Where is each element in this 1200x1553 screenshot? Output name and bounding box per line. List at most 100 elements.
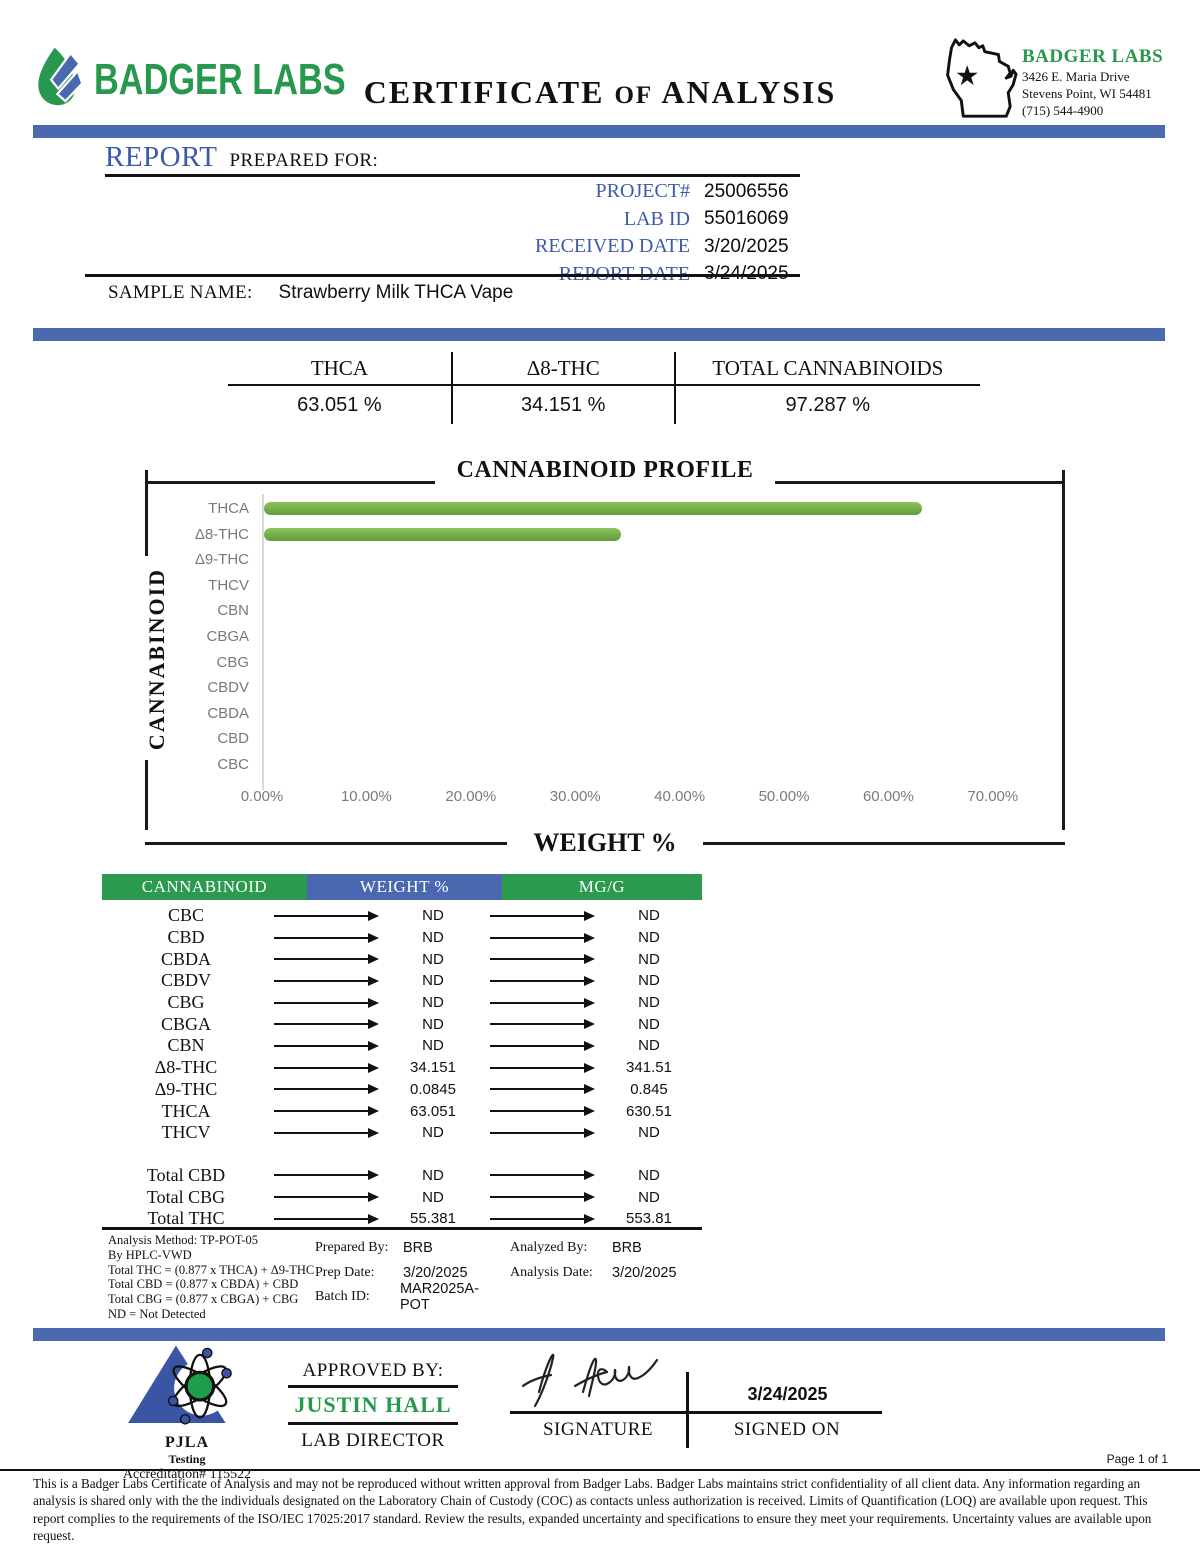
row-analyte-name: CBN [167,1035,205,1056]
row-mgg-value: 630.51 [626,1102,672,1120]
note-label: Analysis Date: [510,1264,593,1280]
approved-by-label: APPROVED BY: [302,1360,444,1381]
summary-column: THCA 63.051 % [228,352,451,424]
chart-category-label: Δ8-THC [194,525,249,543]
arrow-right-icon [490,1019,595,1030]
lab-address-card: BADGER LABS 3426 E. Maria Drive Stevens … [1022,46,1182,119]
row-weight-value: ND [422,950,444,968]
report-meta-row: REPORT DATE 3/24/2025 [105,261,875,289]
footer-rule [0,1469,1200,1471]
chart-x-tick: 30.00% [549,788,601,805]
chart-x-tick: 0.00% [240,788,284,805]
chart-bar [264,502,923,515]
row-mgg-value: ND [638,994,660,1012]
note-value: BRB [403,1240,433,1257]
signature-image [521,1353,659,1408]
method-note-line: By HPLC-VWD [108,1247,192,1262]
chart-category-label: CBGA [206,628,249,645]
table-row: Total THC 55.381 553.81 [102,1208,702,1230]
cannabinoid-totals: Total CBD ND ND Total CBG ND ND Total THC 55.38… [102,1165,702,1230]
note-pair: Analysis Date: 3/20/2025 [510,1261,720,1286]
page-number: Page 1 of 1 [1106,1452,1168,1466]
chart-category-label: CBG [216,653,249,671]
divider-bar-top [33,125,1165,138]
arrow-right-icon [274,997,379,1008]
analyzed-by-block: Analyzed By: BRB Analysis Date: 3/20/2025 [510,1236,720,1285]
approver-name: JUSTIN HALL [294,1392,452,1417]
arrow-right-icon [274,1192,379,1203]
star-icon: ★ [955,61,980,91]
row-analyte-name: CBD [167,927,205,948]
header-weight: WEIGHT % [307,874,502,900]
arrow-right-icon [274,1040,379,1051]
analysis-method-notes: Analysis Method: TP-POT-05 By HPLC-VWD Tot… [108,1233,338,1322]
note-value: 3/20/2025 [612,1264,677,1281]
summary-analyte-label: Δ8-THC [452,352,674,386]
method-note-line: Total CBD = (0.877 x CBDA) + CBD [108,1277,299,1292]
summary-analyte-value: 34.151 % [520,394,606,416]
badger-labs-logo [33,46,87,115]
arrow-right-icon [274,910,379,921]
note-pair: Prepared By: BRB [315,1236,505,1261]
table-row: CBGA ND ND [102,1013,702,1035]
method-note-line: Total THC = (0.877 x THCA) + Δ9-THC [108,1262,315,1277]
chart-category-label: THCV [208,576,249,594]
arrow-right-icon [274,954,379,965]
arrow-right-icon [490,1040,595,1051]
note-label: Prep Date: [315,1264,375,1280]
row-mgg-value: ND [638,1037,660,1055]
cannabinoid-table: CANNABINOID WEIGHT % MG/G CBC ND ND CBD ND ND… [102,874,702,1230]
note-label: Batch ID: [315,1289,370,1305]
method-note-line: ND = Not Detected [108,1306,206,1321]
signature-rule [510,1411,882,1414]
arrow-right-icon [490,1062,595,1073]
report-meta-label: RECEIVED DATE [535,235,690,258]
table-row: THCV ND ND [102,1122,702,1144]
arrow-right-icon [490,975,595,986]
arrow-right-icon [274,1106,379,1117]
row-analyte-name: Δ9-THC [154,1078,218,1099]
row-weight-value: ND [422,1124,444,1142]
summary-analyte-value: 63.051 % [297,394,382,416]
chart-bar [264,527,621,541]
divider-bar-middle [33,328,1165,341]
header-cannabinoid: CANNABINOID [102,874,307,900]
table-row: Δ9-THC 0.0845 0.845 [102,1079,702,1101]
row-weight-value: 55.381 [410,1210,456,1228]
chart-title: CANNABINOID PROFILE [456,457,754,483]
chart-category-label: CBD [217,730,249,748]
chart-x-axis-label: WEIGHT % [533,828,677,857]
table-row: CBD ND ND [102,927,702,949]
signed-on-label: SIGNED ON [733,1419,841,1440]
note-label: Analyzed By: [510,1240,588,1256]
row-mgg-value: ND [638,907,660,925]
chart-x-tick: 20.00% [445,788,497,805]
row-mgg-value: ND [638,1124,660,1142]
arrow-right-icon [490,1213,595,1224]
header-mgg: MG/G [502,874,702,900]
sample-name-row: SAMPLE NAME: Strawberry Milk THCA Vape [108,282,513,304]
summary-column: Δ8-THC 34.151 % [450,352,676,424]
row-mgg-value: ND [638,1166,660,1184]
divider-bar-bottom [33,1328,1165,1341]
footer-disclaimer: This is a Badger Labs Certificate of Ana… [33,1476,1152,1544]
summary-analyte-value: 97.287 % [785,394,871,416]
arrow-right-icon [274,1127,379,1138]
row-analyte-name: Total THC [147,1208,225,1229]
approved-by-block: APPROVED BY: JUSTIN HALL LAB DIRECTOR [288,1360,458,1452]
row-weight-value: 34.151 [410,1059,456,1077]
chart-x-tick: 70.00% [967,788,1019,805]
row-analyte-name: CBG [167,992,205,1013]
approved-rule-1 [288,1385,458,1388]
summary-strip: THCA 63.051 % Δ8-THC 34.151 % TOTAL CANNABIN… [228,352,980,424]
chart-right-border [1062,470,1065,830]
signature-label: SIGNATURE [542,1419,654,1440]
signed-date: 3/24/2025 [747,1384,828,1404]
row-analyte-name: Δ8-THC [154,1057,218,1078]
row-weight-value: ND [422,1188,444,1206]
report-meta-row: RECEIVED DATE 3/20/2025 [105,233,875,261]
row-mgg-value: ND [638,1015,660,1033]
sample-name-value: Strawberry Milk THCA Vape [278,282,514,303]
arrow-right-icon [274,1062,379,1073]
